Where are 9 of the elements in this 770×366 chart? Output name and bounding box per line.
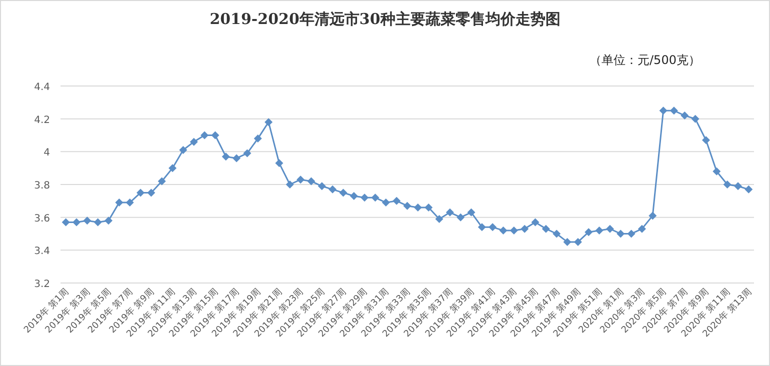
y-tick-label: 3.8 bbox=[34, 180, 50, 192]
y-tick-label: 3.6 bbox=[34, 213, 50, 224]
y-tick-label: 3.4 bbox=[34, 246, 50, 258]
chart-title: 2019-2020年清远市30种主要蔬菜零售均价走势图 bbox=[210, 10, 560, 28]
y-tick-label: 4.4 bbox=[34, 82, 50, 93]
text: （单位：元/500克） bbox=[590, 53, 700, 67]
y-tick-label: 4 bbox=[44, 148, 50, 159]
y-tick-label: 4.2 bbox=[34, 114, 50, 126]
y-tick-label: 3.2 bbox=[34, 279, 50, 290]
